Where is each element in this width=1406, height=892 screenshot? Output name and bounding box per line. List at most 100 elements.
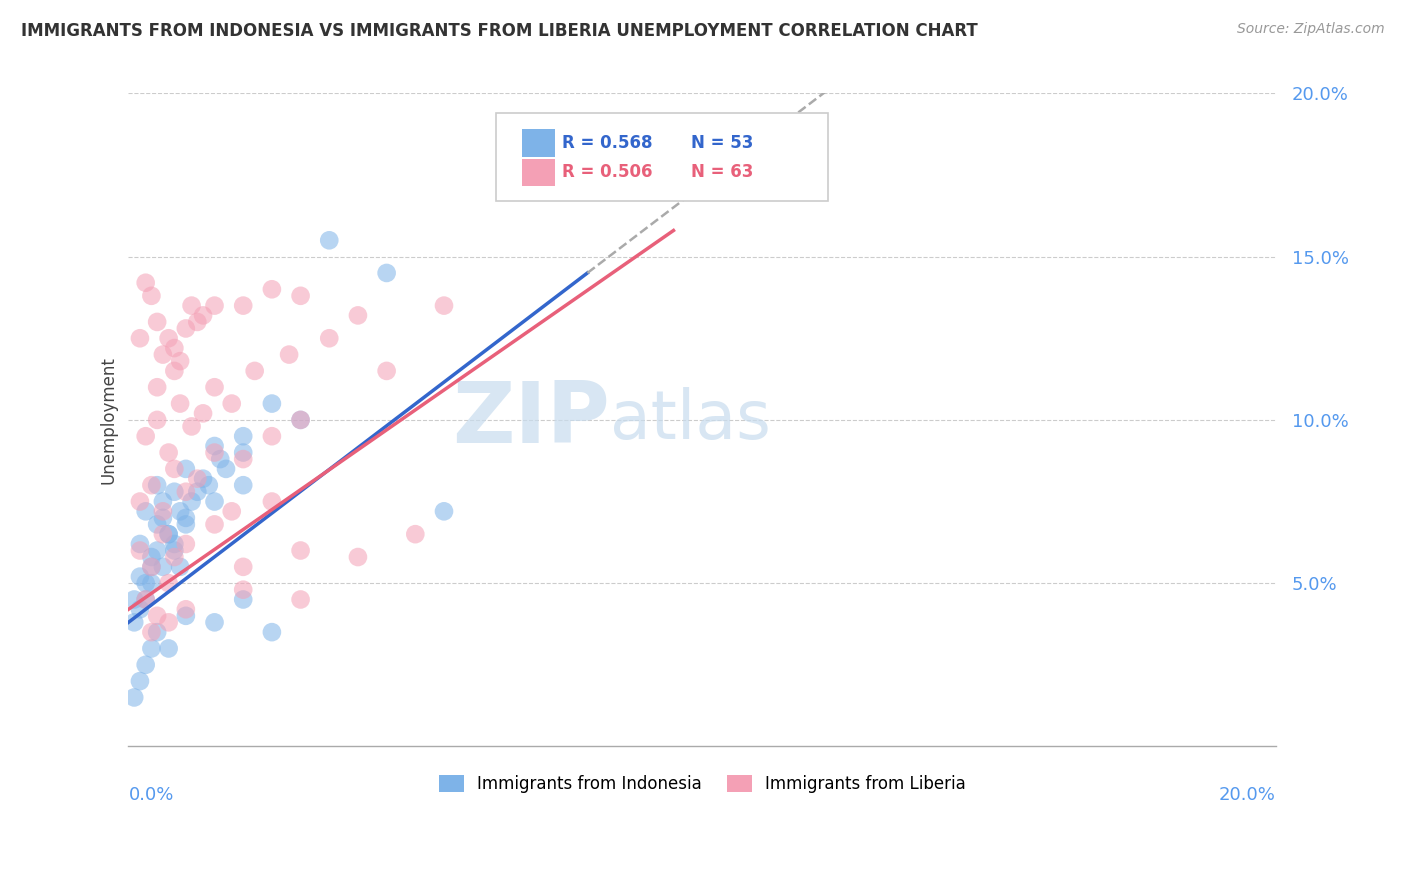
Text: atlas: atlas	[610, 387, 772, 453]
Point	[232, 582, 254, 597]
Point	[135, 429, 157, 443]
Point	[221, 396, 243, 410]
Text: R = 0.506: R = 0.506	[562, 163, 652, 181]
Point	[174, 602, 197, 616]
Point	[152, 494, 174, 508]
Text: 20.0%: 20.0%	[1219, 786, 1275, 804]
Point	[318, 233, 340, 247]
Text: R = 0.568: R = 0.568	[562, 134, 652, 152]
Point	[204, 445, 226, 459]
Point	[152, 348, 174, 362]
Point	[135, 592, 157, 607]
Point	[232, 445, 254, 459]
Text: N = 63: N = 63	[690, 163, 754, 181]
Point	[232, 452, 254, 467]
Point	[146, 315, 169, 329]
Point	[290, 543, 312, 558]
Point	[141, 289, 163, 303]
Point	[157, 331, 180, 345]
Point	[204, 299, 226, 313]
Point	[157, 615, 180, 630]
Point	[232, 299, 254, 313]
Point	[605, 178, 627, 192]
Point	[129, 543, 152, 558]
Point	[174, 608, 197, 623]
FancyBboxPatch shape	[522, 159, 555, 186]
Point	[141, 641, 163, 656]
Point	[146, 380, 169, 394]
Point	[209, 452, 232, 467]
Point	[122, 690, 145, 705]
Legend: Immigrants from Indonesia, Immigrants from Liberia: Immigrants from Indonesia, Immigrants fr…	[432, 769, 973, 800]
Point	[141, 559, 163, 574]
Point	[135, 504, 157, 518]
Text: N = 53: N = 53	[690, 134, 754, 152]
Point	[135, 276, 157, 290]
Point	[146, 543, 169, 558]
Point	[174, 537, 197, 551]
Point	[129, 537, 152, 551]
Point	[180, 419, 202, 434]
Point	[347, 309, 370, 323]
Text: IMMIGRANTS FROM INDONESIA VS IMMIGRANTS FROM LIBERIA UNEMPLOYMENT CORRELATION CH: IMMIGRANTS FROM INDONESIA VS IMMIGRANTS …	[21, 22, 977, 40]
Point	[141, 625, 163, 640]
Point	[174, 511, 197, 525]
Point	[169, 504, 191, 518]
Point	[146, 608, 169, 623]
Point	[180, 299, 202, 313]
Point	[174, 321, 197, 335]
Point	[157, 576, 180, 591]
Point	[375, 364, 398, 378]
Point	[122, 592, 145, 607]
Point	[152, 511, 174, 525]
Point	[129, 569, 152, 583]
Point	[163, 484, 186, 499]
Point	[290, 413, 312, 427]
Point	[122, 615, 145, 630]
FancyBboxPatch shape	[522, 129, 555, 157]
Point	[163, 341, 186, 355]
Point	[232, 592, 254, 607]
Point	[186, 315, 208, 329]
Point	[157, 445, 180, 459]
Point	[135, 576, 157, 591]
Point	[141, 559, 163, 574]
Point	[163, 543, 186, 558]
Point	[204, 615, 226, 630]
Point	[146, 517, 169, 532]
Point	[290, 289, 312, 303]
Point	[141, 576, 163, 591]
Point	[157, 527, 180, 541]
Point	[169, 354, 191, 368]
Point	[163, 364, 186, 378]
Point	[135, 657, 157, 672]
Point	[243, 364, 266, 378]
Point	[186, 484, 208, 499]
Point	[152, 504, 174, 518]
Point	[278, 348, 301, 362]
Point	[146, 478, 169, 492]
Point	[186, 472, 208, 486]
Point	[232, 429, 254, 443]
Point	[232, 478, 254, 492]
Point	[157, 641, 180, 656]
Point	[204, 439, 226, 453]
Point	[141, 478, 163, 492]
Point	[129, 494, 152, 508]
Point	[433, 299, 456, 313]
Point	[135, 592, 157, 607]
Point	[180, 494, 202, 508]
Point	[141, 549, 163, 564]
Point	[174, 462, 197, 476]
Point	[163, 549, 186, 564]
Point	[404, 527, 426, 541]
Point	[290, 592, 312, 607]
Point	[260, 396, 283, 410]
Point	[169, 396, 191, 410]
Point	[290, 413, 312, 427]
Point	[260, 282, 283, 296]
Point	[191, 309, 214, 323]
Point	[260, 625, 283, 640]
Point	[260, 494, 283, 508]
Point	[204, 494, 226, 508]
